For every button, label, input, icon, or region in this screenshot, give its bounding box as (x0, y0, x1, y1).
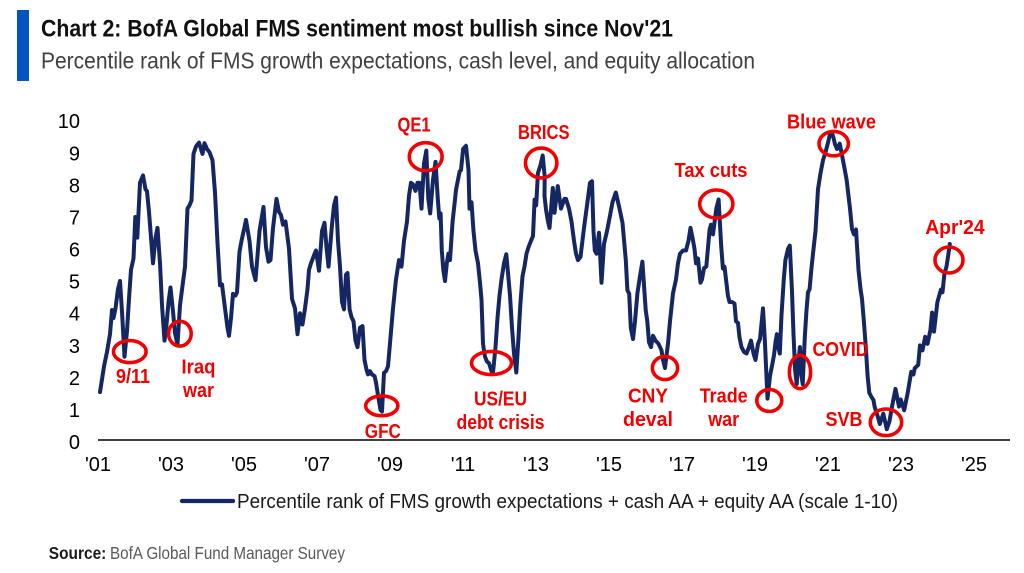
svg-text:5: 5 (69, 272, 80, 294)
svg-text:war: war (707, 409, 739, 431)
svg-text:US/EU: US/EU (474, 389, 527, 411)
svg-text:'01: '01 (85, 454, 111, 476)
svg-text:QE1: QE1 (398, 115, 431, 137)
svg-text:'09: '09 (377, 454, 403, 476)
svg-text:'23: '23 (888, 454, 914, 476)
svg-text:'25: '25 (961, 454, 987, 476)
svg-text:Tax cuts: Tax cuts (675, 160, 748, 182)
svg-text:CNY: CNY (628, 386, 669, 408)
svg-text:Percentile rank of FMS growth: Percentile rank of FMS growth expectatio… (237, 490, 898, 513)
svg-text:Trade: Trade (700, 386, 748, 408)
svg-text:7: 7 (69, 208, 80, 230)
svg-text:Source:: Source: (49, 543, 107, 563)
svg-text:SVB: SVB (826, 409, 863, 431)
svg-text:10: 10 (58, 111, 80, 133)
svg-text:'11: '11 (451, 454, 476, 476)
svg-text:'07: '07 (304, 454, 330, 476)
svg-text:'17: '17 (669, 454, 695, 476)
svg-text:BofA Global Fund Manager Surve: BofA Global Fund Manager Survey (110, 543, 345, 563)
svg-text:Percentile rank of FMS growth: Percentile rank of FMS growth expectatio… (41, 48, 755, 74)
svg-text:8: 8 (69, 175, 80, 197)
svg-text:'03: '03 (158, 454, 184, 476)
svg-text:'13: '13 (523, 454, 549, 476)
svg-text:4: 4 (69, 304, 80, 326)
svg-text:BRICS: BRICS (518, 122, 570, 144)
svg-text:Chart 2: BofA Global FMS senti: Chart 2: BofA Global FMS sentiment most … (41, 16, 673, 43)
svg-text:6: 6 (69, 240, 80, 262)
svg-text:3: 3 (69, 336, 80, 358)
svg-text:GFC: GFC (365, 421, 401, 443)
svg-text:'19: '19 (742, 454, 768, 476)
svg-text:deval: deval (623, 409, 673, 431)
svg-text:'15: '15 (596, 454, 622, 476)
svg-text:'21: '21 (815, 454, 841, 476)
svg-text:Iraq: Iraq (182, 357, 216, 379)
svg-text:2: 2 (69, 368, 80, 390)
svg-text:1: 1 (69, 400, 80, 422)
svg-text:Apr'24: Apr'24 (925, 217, 985, 239)
svg-text:'05: '05 (231, 454, 257, 476)
svg-text:0: 0 (69, 432, 80, 454)
svg-text:COVID: COVID (813, 339, 869, 361)
svg-text:9/11: 9/11 (116, 366, 150, 388)
svg-text:9: 9 (69, 143, 80, 165)
svg-text:Blue wave: Blue wave (787, 112, 876, 134)
svg-text:war: war (182, 380, 214, 402)
svg-text:debt crisis: debt crisis (457, 412, 545, 434)
